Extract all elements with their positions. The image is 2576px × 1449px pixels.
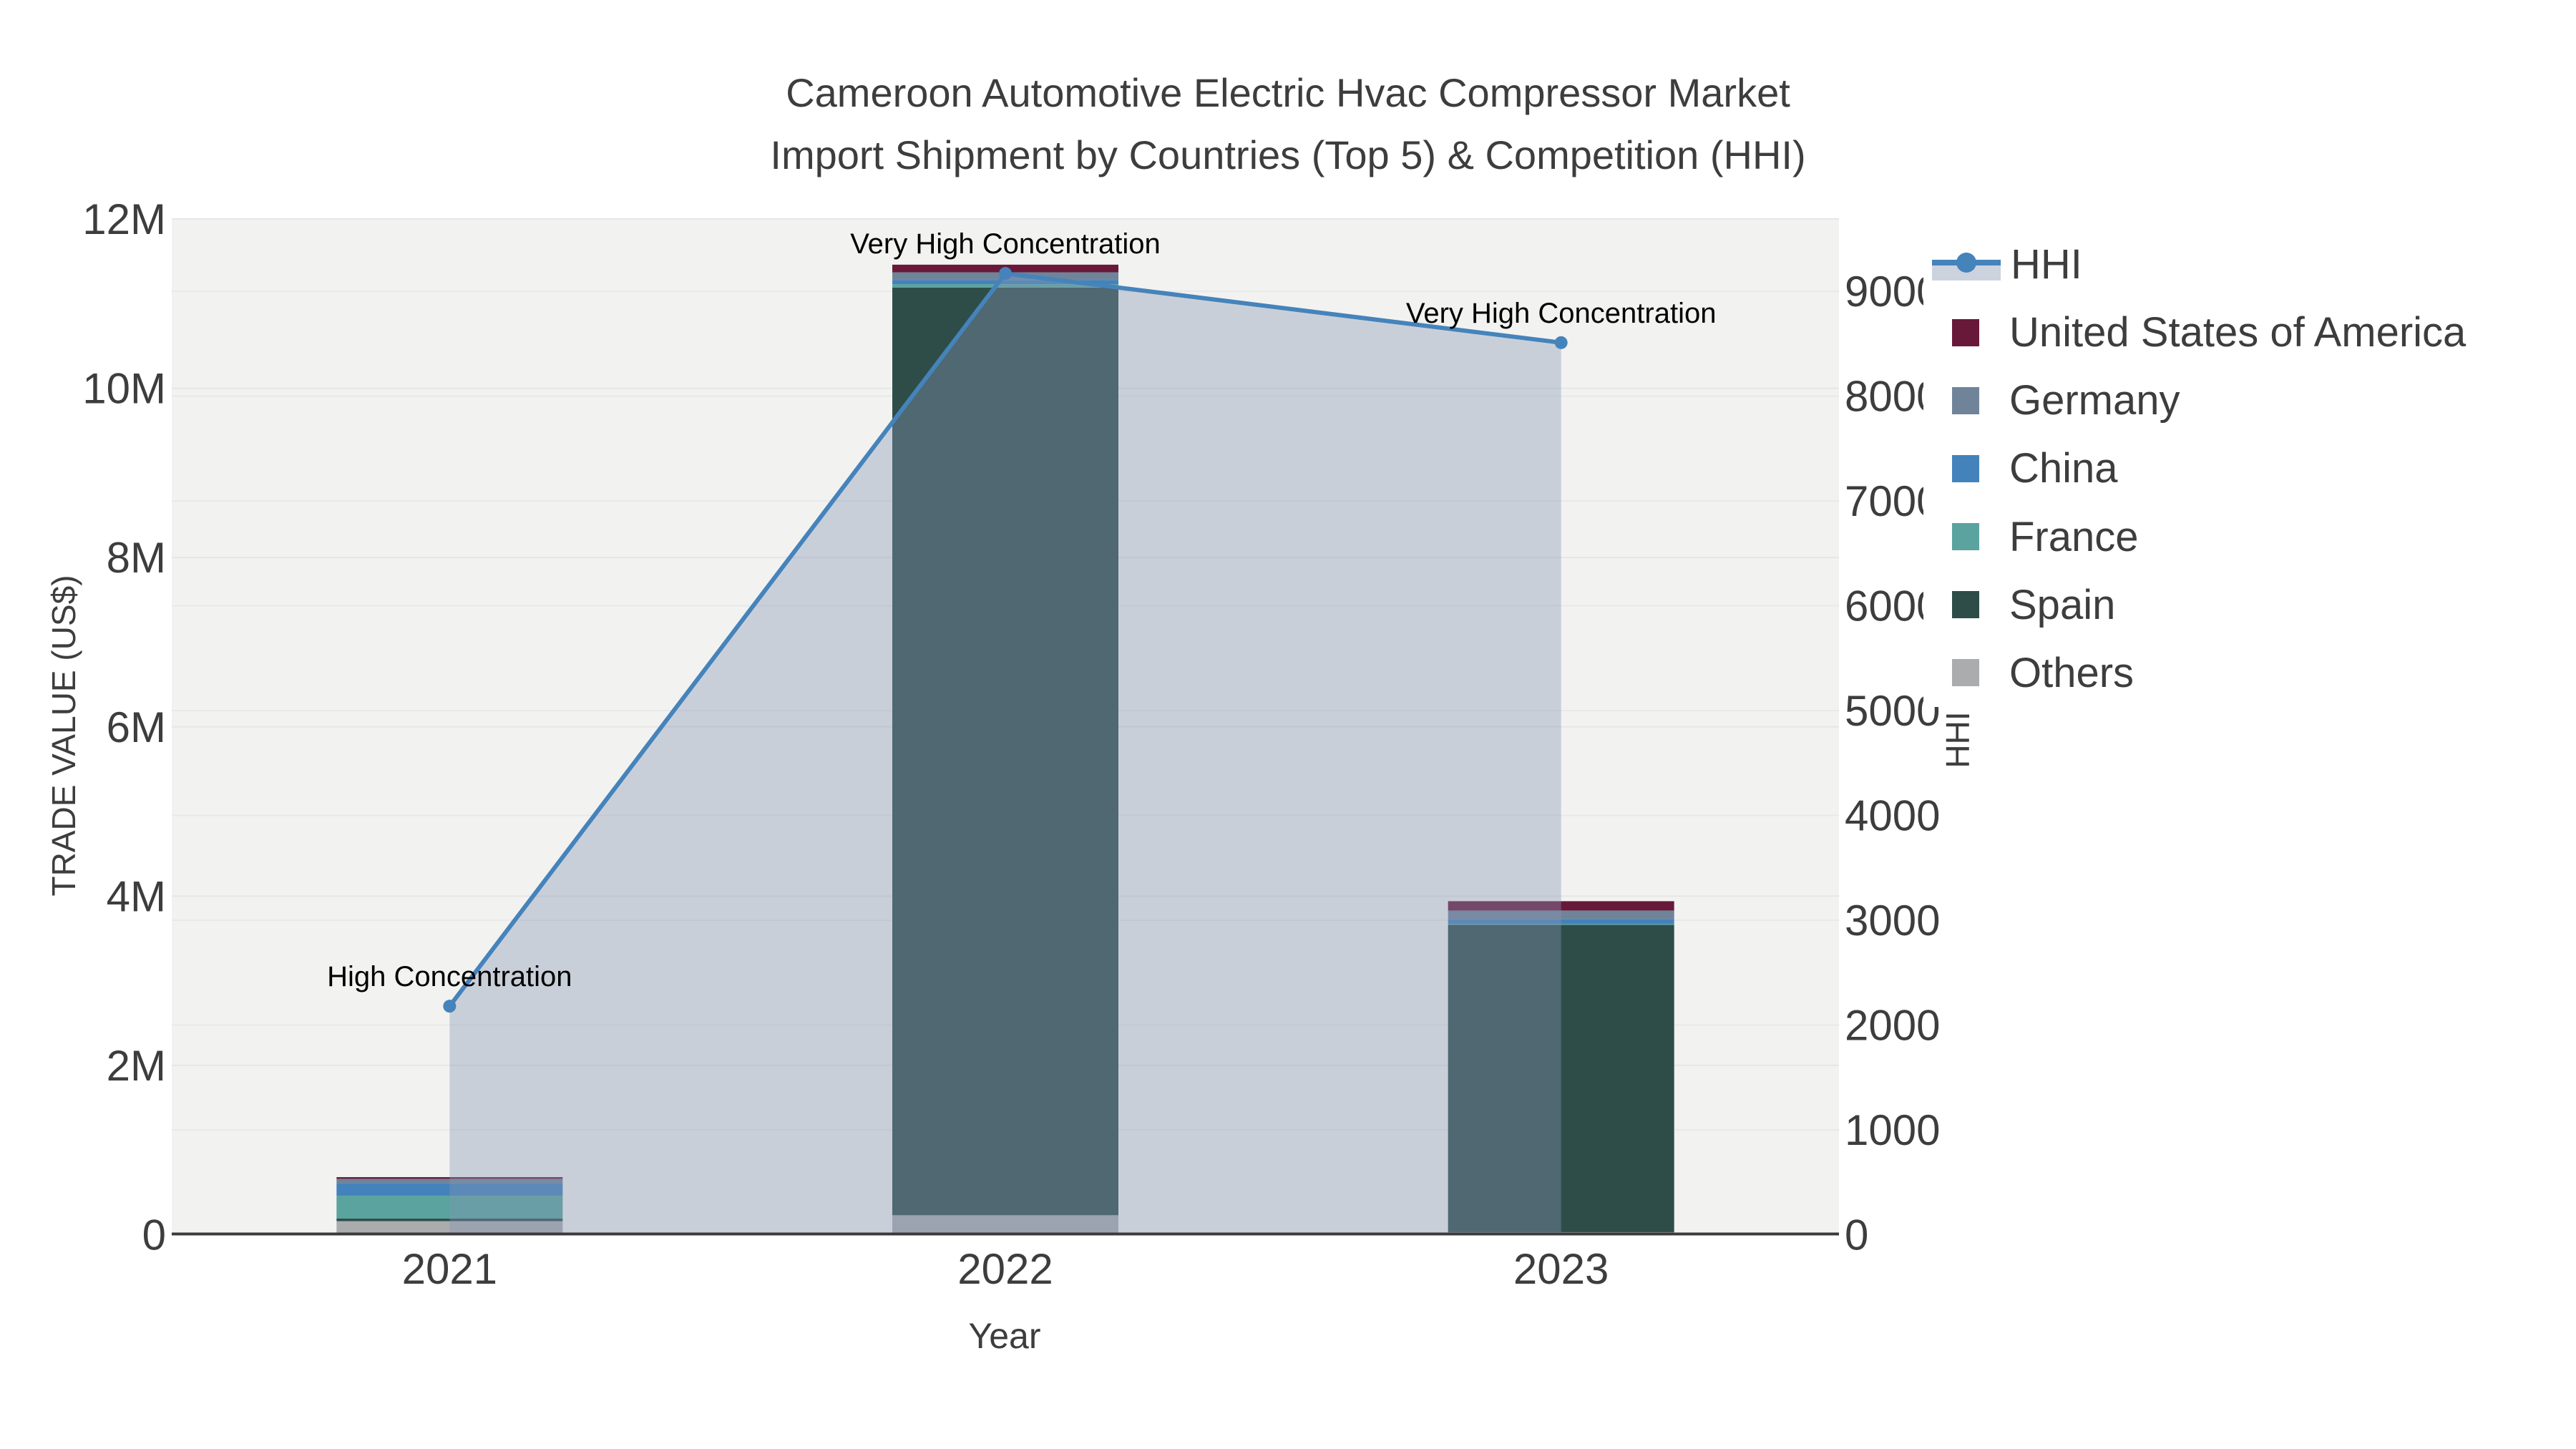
hhi-marker-2022[interactable] [999, 267, 1012, 280]
hhi-annotation-2023: Very High Concentration [1406, 298, 1717, 329]
bar-segment-china-2022[interactable] [892, 280, 1118, 285]
bar-segment-others-2021[interactable] [336, 1221, 563, 1235]
bar-segment-united-states-of-america-2023[interactable] [1448, 901, 1674, 911]
bar-segment-china-2023[interactable] [1448, 919, 1674, 924]
y-right-axis-title: HHI [1939, 711, 1976, 768]
x-tick-label-2021: 2021 [402, 1245, 497, 1293]
legend-entry-spain[interactable]: Spain [1923, 571, 2539, 639]
hhi-marker-2021[interactable] [443, 1000, 457, 1013]
bar-segment-spain-2021[interactable] [336, 1219, 563, 1221]
legend-entry-united-states-of-america[interactable]: United States of America [1923, 298, 2539, 366]
bar-segment-united-states-of-america-2021[interactable] [336, 1177, 563, 1179]
legend-label: Spain [2009, 581, 2116, 628]
legend-swatch-icon [1952, 386, 1979, 414]
legend-label: France [2009, 513, 2139, 560]
legend-entry-china[interactable]: China [1923, 434, 2539, 502]
legend-swatch-icon [1952, 659, 1979, 687]
y-left-tick-label: 2M [107, 1042, 166, 1090]
legend-label: HHI [2011, 241, 2082, 288]
y-right-tick-label: 2000 [1845, 1002, 1940, 1050]
hhi-marker-2023[interactable] [1554, 336, 1568, 349]
plot-area: 02M4M6M8M10M12M0100020003000400050006000… [82, 195, 1940, 1293]
legend-entry-germany[interactable]: Germany [1923, 366, 2539, 434]
legend-label: China [2009, 445, 2118, 492]
chart-title-line2: Import Shipment by Countries (Top 5) & C… [770, 132, 1805, 177]
x-tick-label-2022: 2022 [957, 1245, 1053, 1293]
y-left-tick-label: 4M [107, 872, 166, 920]
y-left-tick-label: 10M [82, 365, 166, 413]
y-right-tick-label: 0 [1845, 1211, 1868, 1259]
legend-label: United States of America [2009, 309, 2467, 356]
bar-segment-spain-2023[interactable] [1448, 924, 1674, 1232]
legend-swatch-icon [1952, 523, 1979, 551]
x-axis-title: Year [968, 1316, 1040, 1356]
legend-entry-hhi[interactable]: HHI [1923, 230, 2539, 298]
legend-entry-others[interactable]: Others [1923, 639, 2539, 707]
legend-swatch-icon [1952, 318, 1979, 346]
bar-segment-france-2022[interactable] [892, 284, 1118, 288]
y-right-tick-label: 3000 [1845, 897, 1940, 945]
y-right-tick-label: 4000 [1845, 792, 1940, 840]
chart-title-line1: Cameroon Automotive Electric Hvac Compre… [786, 70, 1790, 115]
legend-label: Germany [2009, 377, 2180, 424]
bar-segment-china-2021[interactable] [336, 1183, 563, 1196]
bar-segment-germany-2023[interactable] [1448, 910, 1674, 919]
y-left-tick-label: 12M [82, 195, 166, 243]
legend-label: Others [2009, 649, 2135, 696]
bar-segment-germany-2021[interactable] [336, 1179, 563, 1184]
hhi-annotation-2021: High Concentration [327, 961, 572, 992]
bar-segment-france-2021[interactable] [336, 1196, 563, 1219]
bar-segment-spain-2022[interactable] [892, 287, 1118, 1216]
legend: HHI United States of America Germany China F… [1923, 230, 2539, 707]
y-left-tick-label: 8M [107, 534, 166, 582]
y-left-tick-label: 0 [142, 1211, 166, 1259]
hhi-annotation-2022: Very High Concentration [850, 228, 1161, 260]
y-right-tick-label: 1000 [1845, 1106, 1940, 1154]
hhi-area-fill [449, 273, 1561, 1235]
legend-entry-france[interactable]: France [1923, 503, 2539, 571]
legend-line-marker-icon [1932, 249, 2001, 280]
y-left-axis-title: TRADE VALUE (US$) [45, 575, 82, 896]
legend-swatch-icon [1952, 591, 1979, 619]
bar-segment-others-2022[interactable] [892, 1215, 1118, 1235]
y-left-tick-label: 6M [107, 703, 166, 751]
legend-swatch-icon [1952, 454, 1979, 482]
x-tick-label-2023: 2023 [1513, 1245, 1609, 1293]
